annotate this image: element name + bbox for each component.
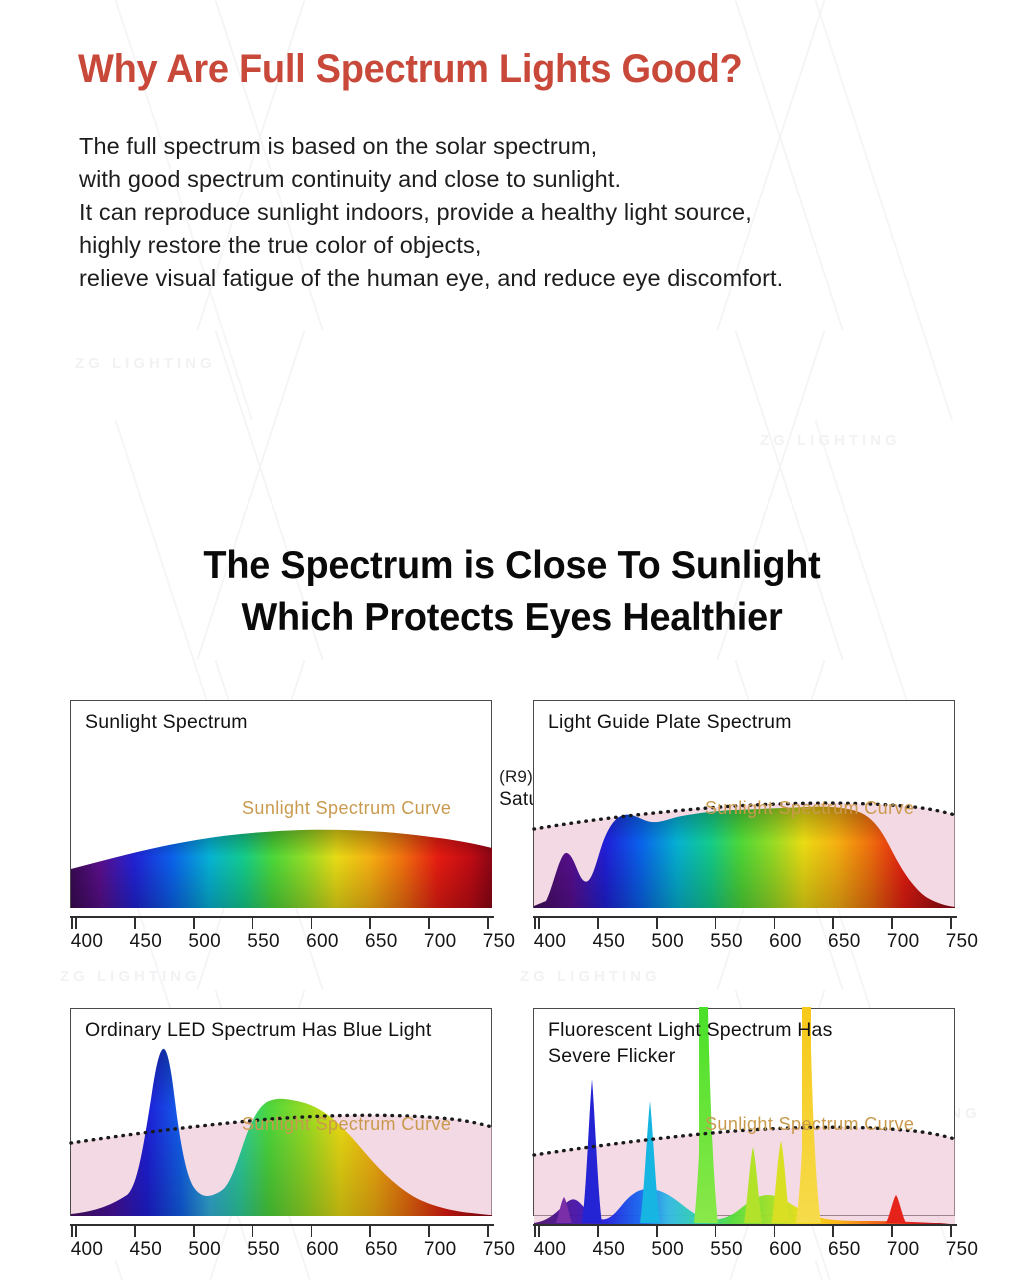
axis-tick xyxy=(428,916,431,929)
paragraph-line: relieve visual fatigue of the human eye,… xyxy=(79,265,784,291)
axis-tick xyxy=(832,916,835,929)
axis-tick xyxy=(538,1224,540,1237)
axis-tick-label: 700 xyxy=(423,1239,457,1260)
axis-tick-label: 450 xyxy=(129,931,163,952)
axis-tick-label: 750 xyxy=(482,931,516,952)
axis-tick-label: 400 xyxy=(70,931,104,952)
axis-tick-label: 500 xyxy=(651,931,685,952)
curve-legend-label: Sunlight Spectrum Curve xyxy=(705,1114,915,1134)
chart-title: Fluorescent Light Spectrum Has Severe Fl… xyxy=(548,1019,833,1067)
axis-tick-label: 750 xyxy=(482,1239,516,1260)
axis-tick-label: 700 xyxy=(423,931,457,952)
axis-tick-label: 450 xyxy=(129,1239,163,1260)
axis-tick xyxy=(891,916,894,929)
axis-tick xyxy=(428,1224,431,1237)
axis-tick-label: 550 xyxy=(247,931,280,952)
axis-tick xyxy=(596,916,599,929)
paragraph-line: highly restore the true color of objects… xyxy=(79,232,482,258)
axis-tick xyxy=(310,1224,313,1237)
axis-tick-label: 400 xyxy=(533,1239,567,1260)
chart-frame: Sunlight Spectrum Sunlight Spectrum Curv… xyxy=(70,700,492,908)
axis-tick xyxy=(714,916,717,929)
axis-tick-label: 400 xyxy=(70,1239,104,1260)
axis-tick xyxy=(596,1224,599,1237)
axis-tick xyxy=(891,1224,894,1237)
chart-frame: Light Guide Plate Spectrum Sunlight Spec… xyxy=(532,700,957,908)
paragraph-line: with good spectrum continuity and close … xyxy=(79,166,622,192)
axis-tick xyxy=(369,916,372,929)
axis-tick xyxy=(832,1224,835,1237)
axis-tick-label: 750 xyxy=(945,931,979,952)
axis-tick-label: 600 xyxy=(769,931,802,952)
axis-tick-label: 700 xyxy=(886,931,920,952)
axis-tick-label: 700 xyxy=(886,1239,920,1260)
section-headline: The Spectrum is Close To Sunlight Which … xyxy=(0,540,1024,644)
axis-tick-label: 550 xyxy=(710,1239,743,1260)
chart-frame: Ordinary LED Spectrum Has Blue Light Sun… xyxy=(69,1008,494,1216)
axis-tick xyxy=(655,916,658,929)
axis-tick-label: 550 xyxy=(247,1239,280,1260)
axis-tick xyxy=(71,1224,73,1237)
axis-tick-label: 650 xyxy=(364,931,398,952)
axis-tick xyxy=(133,916,136,929)
axis-tick xyxy=(251,916,254,929)
axis-tick xyxy=(773,1224,776,1237)
axis-tick xyxy=(192,1224,195,1237)
axis-tick xyxy=(534,1224,536,1237)
axis-tick xyxy=(75,916,77,929)
curve-legend-label: Sunlight Spectrum Curve xyxy=(242,1114,452,1134)
axis-tick-label: 500 xyxy=(188,931,222,952)
axis-tick xyxy=(950,916,952,929)
axis-tick-label: 750 xyxy=(945,1239,979,1260)
watermark-text: ZG LIGHTING xyxy=(520,968,661,985)
axis-tick xyxy=(773,916,776,929)
axis-tick xyxy=(487,916,489,929)
chart-frame: Fluorescent Light Spectrum Has Severe Fl… xyxy=(532,1007,957,1226)
axis-tick-label: 500 xyxy=(651,1239,685,1260)
axis-tick-label: 650 xyxy=(827,1239,861,1260)
axis-tick xyxy=(534,916,536,929)
axis-tick xyxy=(655,1224,658,1237)
axis-tick xyxy=(714,1224,717,1237)
axis-tick-label: 600 xyxy=(769,1239,802,1260)
watermark-text: ZG LIGHTING xyxy=(60,968,201,985)
axis-tick xyxy=(310,916,313,929)
watermark-text: ZG LIGHTING xyxy=(75,355,216,372)
axis-tick-label: 450 xyxy=(592,931,626,952)
curve-legend-label: Sunlight Spectrum Curve xyxy=(705,798,915,818)
axis-tick-label: 650 xyxy=(364,1239,398,1260)
headline-line2: Which Protects Eyes Healthier xyxy=(241,596,783,639)
paragraph-line: It can reproduce sunlight indoors, provi… xyxy=(79,199,752,225)
axis-tick xyxy=(251,1224,254,1237)
axis-tick-label: 600 xyxy=(306,931,339,952)
axis-tick-label: 500 xyxy=(188,1239,222,1260)
axis-tick-label: 550 xyxy=(710,931,743,952)
axis-tick-label: 600 xyxy=(306,1239,339,1260)
axis-tick-label: 450 xyxy=(592,1239,626,1260)
axis-tick xyxy=(192,916,195,929)
axis-tick xyxy=(487,1224,489,1237)
axis-tick xyxy=(75,1224,77,1237)
page-title: Why Are Full Spectrum Lights Good? xyxy=(78,47,743,91)
axis-tick xyxy=(950,1224,952,1237)
chart-title: Sunlight Spectrum xyxy=(85,711,248,733)
axis-tick xyxy=(71,916,73,929)
axis-tick-label: 400 xyxy=(533,931,567,952)
axis-tick xyxy=(369,1224,372,1237)
intro-paragraph: The full spectrum is based on the solar … xyxy=(79,130,979,295)
cri-summary-row: CR198 High Color Rendering Index 94 (R9)… xyxy=(0,372,1024,835)
chart-title: Light Guide Plate Spectrum xyxy=(548,711,792,733)
headline-line1: The Spectrum is Close To Sunlight xyxy=(203,544,821,587)
paragraph-line: The full spectrum is based on the solar … xyxy=(79,133,598,159)
chart-title: Ordinary LED Spectrum Has Blue Light xyxy=(85,1019,432,1041)
axis-tick xyxy=(133,1224,136,1237)
axis-tick xyxy=(538,916,540,929)
curve-legend-label: Sunlight Spectrum Curve xyxy=(242,798,452,818)
axis-tick-label: 650 xyxy=(827,931,861,952)
